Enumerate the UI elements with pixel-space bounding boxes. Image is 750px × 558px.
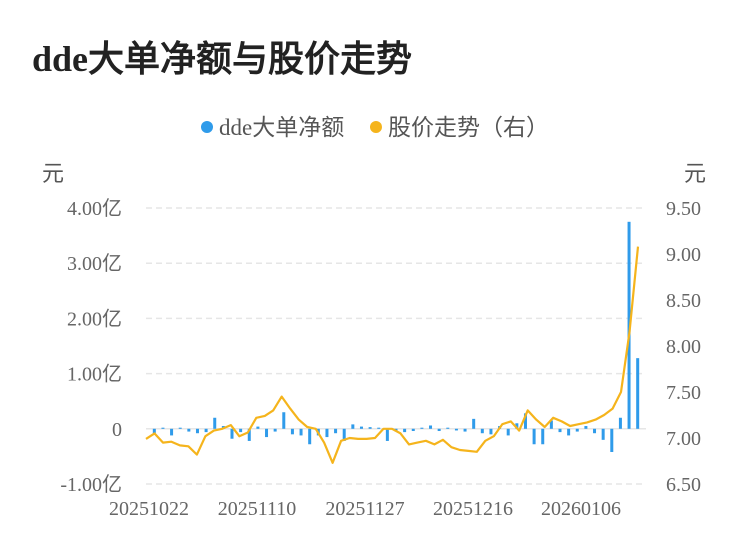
dde-bar	[178, 427, 182, 429]
right-tick-label: 9.50	[666, 198, 701, 220]
legend-label-price: 股价走势（右）	[387, 115, 549, 140]
price-line	[145, 246, 640, 464]
right-tick-label: 8.50	[666, 290, 701, 312]
dde-bar	[532, 428, 536, 445]
dde-bar	[299, 428, 303, 436]
dde-bar	[385, 428, 389, 441]
dde-bar	[403, 428, 407, 433]
dde-bar	[420, 427, 424, 429]
dde-bar	[489, 428, 493, 435]
x-tick-label: 20251127	[325, 498, 404, 520]
dde-bar	[377, 427, 381, 429]
dde-bar	[204, 428, 208, 433]
left-tick-label: 2.00亿	[67, 307, 122, 330]
x-tick-label: 20260106	[541, 498, 621, 520]
left-tick-label: 0	[112, 419, 122, 441]
right-tick-label: 8.00	[666, 336, 701, 358]
dde-bar	[359, 426, 363, 429]
dde-bar	[636, 358, 640, 429]
dde-bar	[610, 428, 614, 452]
dde-bar	[290, 428, 294, 435]
x-tick-label: 20251022	[109, 498, 189, 520]
legend-item-dde[interactable]: dde大单净额	[201, 108, 344, 142]
right-tick-label: 9.00	[666, 244, 701, 266]
legend-item-price[interactable]: 股价走势（右）	[369, 108, 549, 142]
right-tick-label: 6.50	[666, 474, 701, 496]
dde-bar	[152, 428, 156, 434]
dde-bar	[265, 428, 269, 438]
dde-bar	[351, 424, 355, 429]
x-tick-label: 20251110	[218, 498, 297, 520]
right-axis-unit: 元	[684, 161, 707, 186]
dde-bar	[541, 428, 545, 445]
dde-bar	[308, 428, 312, 445]
dde-bar	[601, 428, 605, 440]
dde-bar	[618, 417, 622, 429]
dde-bar	[282, 412, 286, 429]
dde-bar	[463, 428, 467, 432]
dde-bar	[575, 428, 579, 432]
left-tick-label: -1.00亿	[60, 473, 122, 496]
dde-bar	[256, 426, 260, 429]
dde-bar	[247, 428, 251, 441]
left-tick-label: 1.00亿	[67, 363, 122, 386]
dde-bar	[506, 428, 510, 436]
dde-bar	[334, 428, 338, 434]
dde-bar	[239, 428, 243, 433]
right-tick-label: 7.50	[666, 382, 701, 404]
legend-label-dde: dde大单净额	[219, 115, 345, 140]
dde-bar	[230, 428, 234, 439]
chart-title: dde大单净额与股价走势	[32, 39, 413, 79]
left-axis-unit: 元	[42, 161, 65, 186]
dde-bar	[446, 427, 450, 429]
dde-bar	[523, 413, 527, 429]
dde-bar	[170, 428, 174, 436]
dde-bar	[161, 427, 165, 429]
dde-bar	[411, 428, 415, 432]
legend: dde大单净额 股价走势（右）	[0, 108, 750, 142]
left-tick-label: 4.00亿	[67, 197, 122, 220]
dde-bar	[187, 428, 191, 432]
dde-bar	[213, 417, 217, 429]
dde-bar	[558, 428, 562, 433]
dde-bar	[368, 427, 372, 429]
legend-dot-dde	[201, 121, 214, 133]
dde-bar	[567, 428, 571, 436]
dde-bar	[273, 428, 277, 432]
dde-bar	[454, 428, 458, 431]
dde-bar	[627, 221, 631, 429]
left-tick-label: 3.00亿	[67, 252, 122, 275]
dde-bar	[472, 418, 476, 429]
right-tick-label: 7.00	[666, 428, 701, 450]
dde-bar	[480, 428, 484, 434]
x-tick-label: 20251216	[433, 498, 513, 520]
dde-bar	[593, 428, 597, 434]
dde-bar	[584, 426, 588, 429]
dde-bar	[429, 425, 433, 429]
dde-bar	[342, 428, 346, 441]
dde-bar	[515, 423, 519, 429]
dde-bar	[195, 428, 199, 434]
dde-bar	[549, 420, 553, 429]
legend-dot-price	[369, 121, 382, 133]
dde-bar	[437, 428, 441, 432]
dde-bar	[325, 428, 329, 438]
